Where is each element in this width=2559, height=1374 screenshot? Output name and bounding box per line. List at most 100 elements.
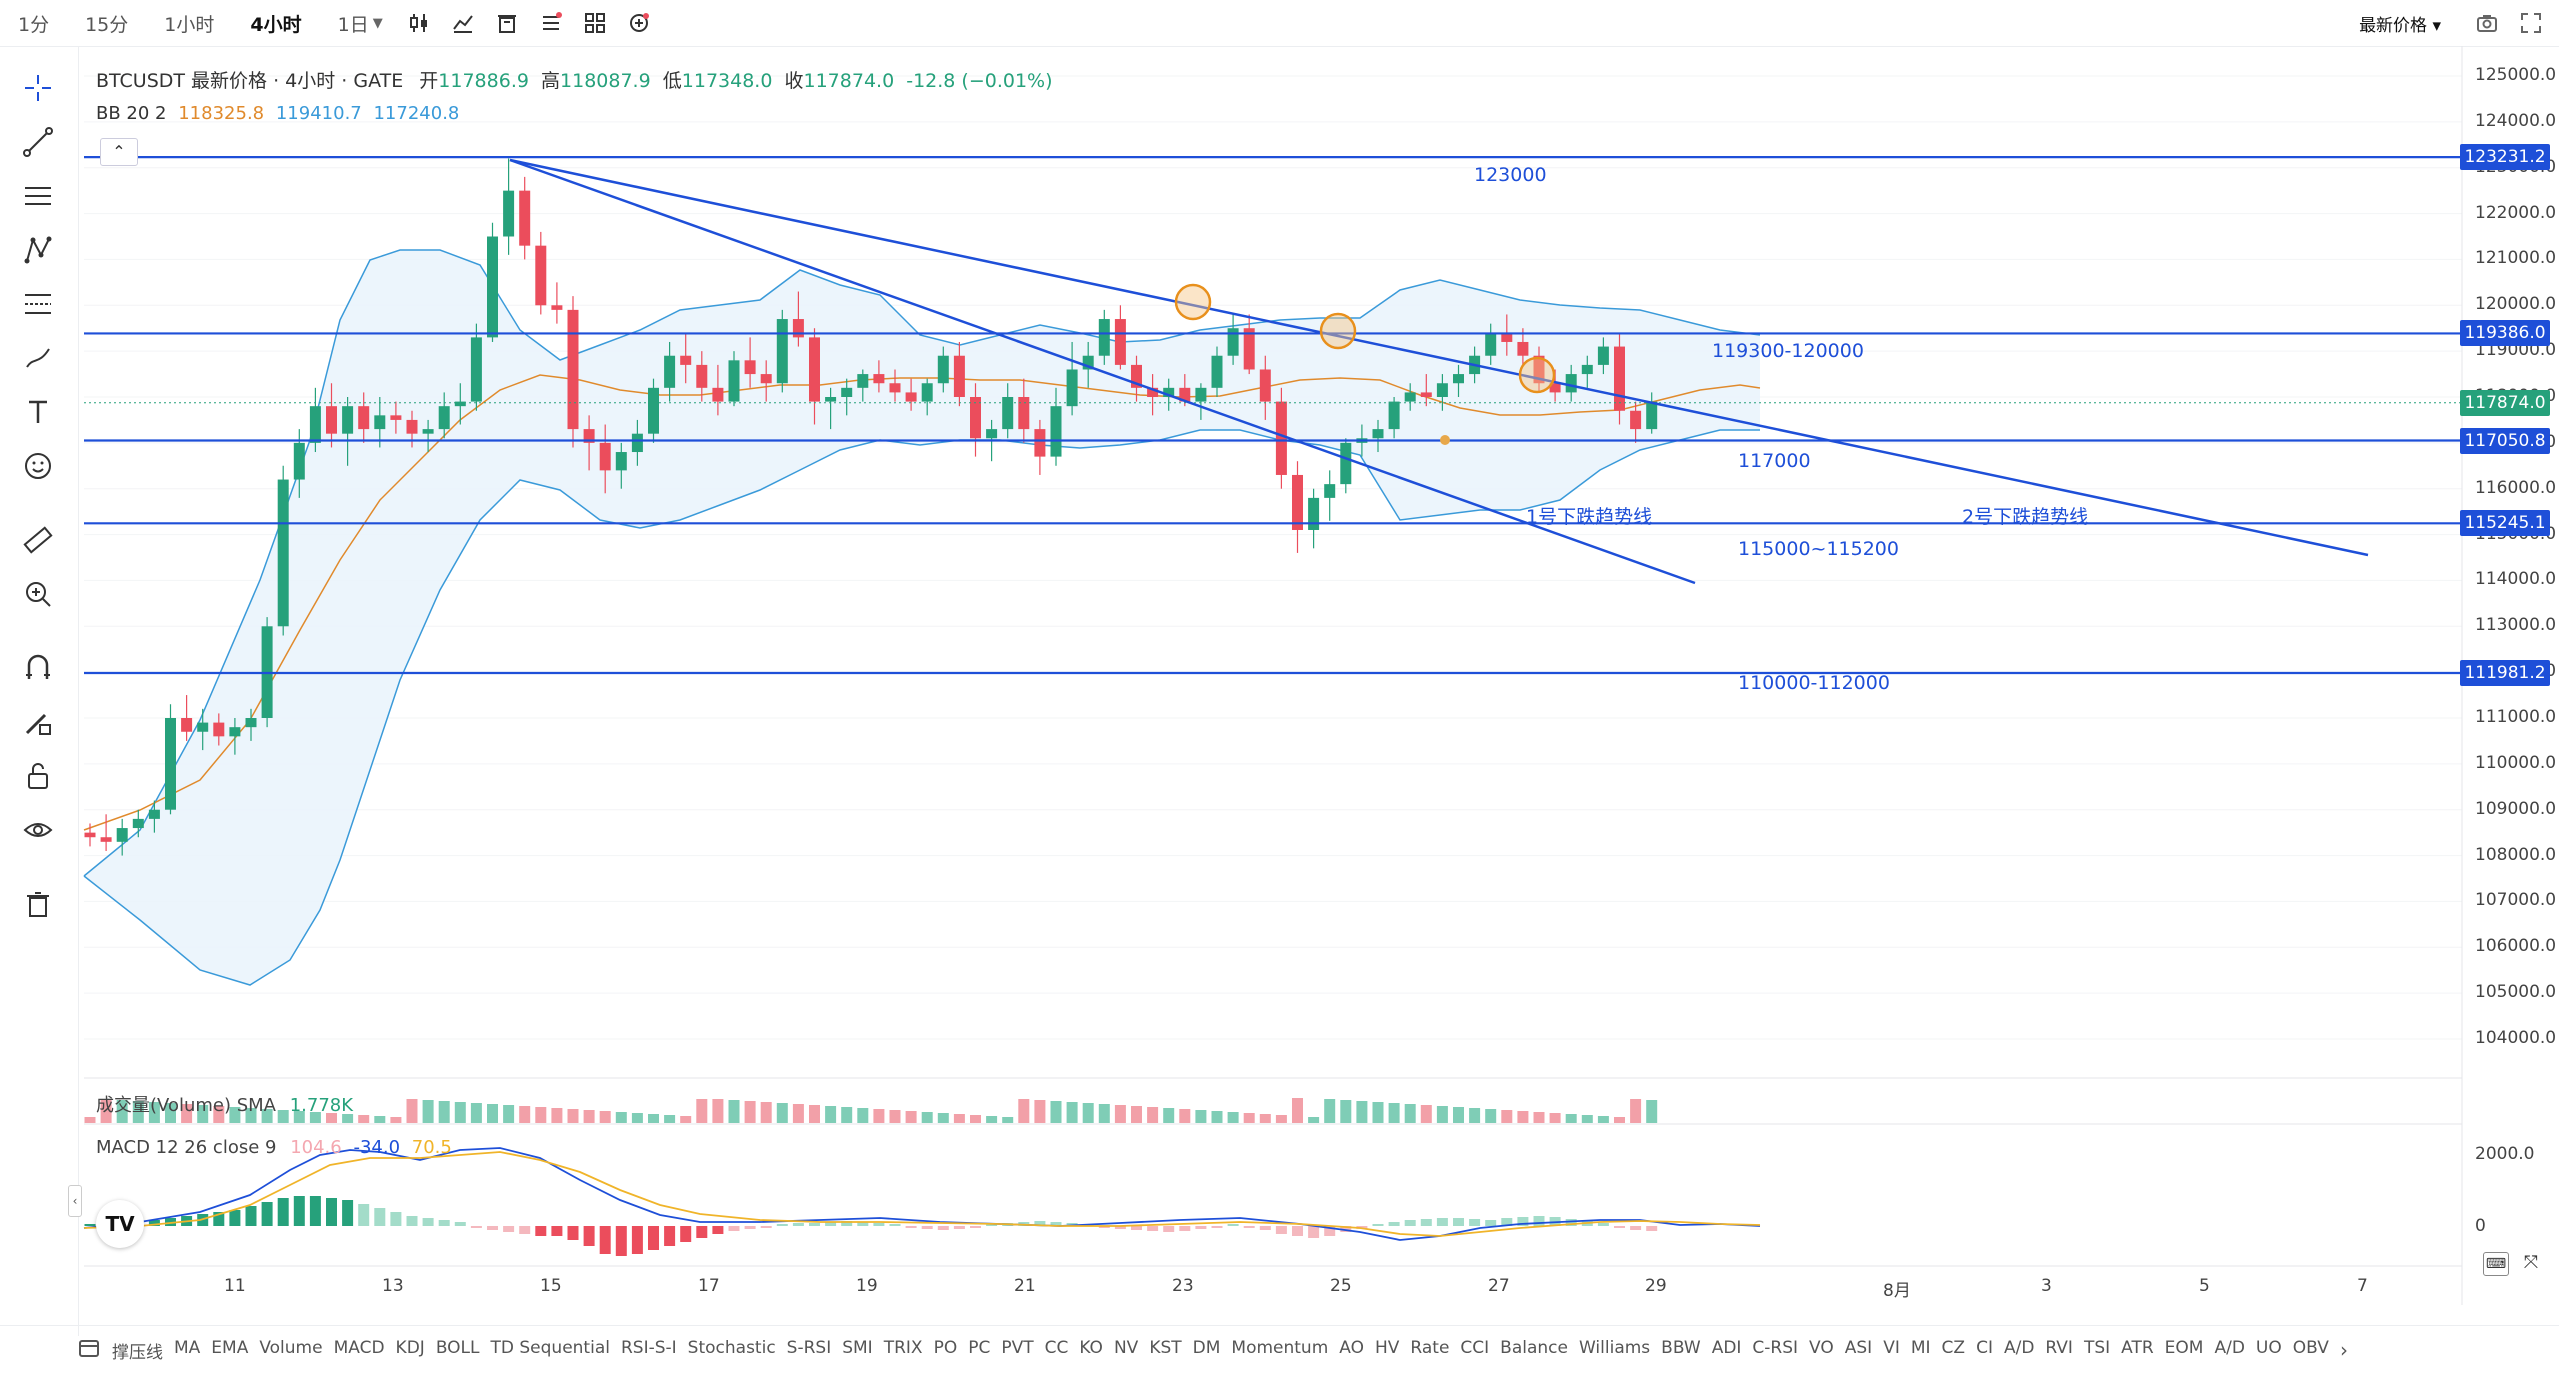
magnet-icon[interactable] — [18, 648, 58, 688]
zoom-in-icon[interactable] — [18, 574, 58, 614]
left-collapse-handle[interactable]: ‹ — [68, 1185, 82, 1217]
volume-bar — [181, 1104, 193, 1123]
volume-bar — [84, 1117, 96, 1123]
indicator-item[interactable]: A/D — [2003, 1337, 2035, 1358]
price-type-select[interactable]: 最新价格 ▾ — [2359, 15, 2441, 36]
indicator-item[interactable]: TD Sequential — [490, 1337, 610, 1358]
indicator-item[interactable]: ATR — [2121, 1337, 2154, 1358]
timeframe-4h[interactable]: 4小时 — [250, 13, 302, 36]
volume-bar — [1420, 1105, 1432, 1123]
keyboard-icon[interactable]: ⌨ — [2483, 1252, 2509, 1276]
camera-icon[interactable] — [2469, 5, 2505, 41]
indicator-item[interactable]: Volume — [259, 1337, 323, 1358]
brush-icon[interactable] — [18, 338, 58, 378]
pattern-icon[interactable] — [18, 230, 58, 270]
crosshair-icon[interactable] — [18, 68, 58, 108]
indicator-item[interactable]: Balance — [1500, 1337, 1568, 1358]
trendline-icon[interactable] — [18, 122, 58, 162]
indicator-item[interactable]: BBW — [1661, 1337, 1701, 1358]
timeframe-1m[interactable]: 1分 — [18, 13, 50, 36]
fib-icon[interactable] — [18, 284, 58, 324]
bb-mid-value: 118325.8 — [178, 103, 265, 124]
add-chart-icon[interactable] — [621, 5, 657, 41]
indicator-item[interactable]: EMA — [211, 1337, 249, 1358]
volume-bar — [1614, 1117, 1625, 1123]
indicator-item[interactable]: BOLL — [435, 1337, 480, 1358]
indicator-item[interactable]: Williams — [1578, 1337, 1651, 1358]
layout-grid-icon[interactable] — [577, 5, 613, 41]
indicator-item[interactable]: MACD — [333, 1337, 385, 1358]
candle-body — [148, 809, 160, 819]
indicator-item[interactable]: CI — [1976, 1337, 1993, 1358]
timeframe-dropdown-icon[interactable]: ▼ — [372, 15, 383, 31]
indicator-item[interactable]: ADI — [1711, 1337, 1742, 1358]
indicator-item[interactable]: A/D — [2214, 1337, 2245, 1358]
indicator-item[interactable]: VI — [1883, 1337, 1900, 1358]
indicator-item[interactable]: NV — [1113, 1337, 1139, 1358]
lock-icon[interactable] — [18, 756, 58, 796]
ruler-icon[interactable] — [18, 520, 58, 560]
indicator-item[interactable]: PO — [933, 1337, 958, 1358]
indicator-item[interactable]: 撑压线 — [112, 1342, 163, 1363]
indicator-item[interactable]: AO — [1339, 1337, 1364, 1358]
timeframe-15m[interactable]: 15分 — [85, 13, 129, 36]
macd-hist-bar — [1211, 1226, 1223, 1228]
trash-icon[interactable] — [489, 5, 525, 41]
indicator-item[interactable]: C-RSI — [1752, 1337, 1799, 1358]
candle-body — [535, 245, 547, 306]
indicator-item[interactable]: RVI — [2045, 1337, 2073, 1358]
indicator-item[interactable]: KDJ — [395, 1337, 425, 1358]
indicator-item[interactable]: Momentum — [1231, 1337, 1329, 1358]
indicator-item[interactable]: DM — [1192, 1337, 1221, 1358]
candle-type-icon[interactable] — [401, 5, 437, 41]
price-line-label: 117050.8 — [2460, 427, 2550, 454]
indicator-item[interactable]: Rate — [1410, 1337, 1450, 1358]
macd-hist-bar — [631, 1226, 643, 1254]
macd-hist-bar — [503, 1226, 515, 1232]
indicator-item[interactable]: HV — [1375, 1337, 1400, 1358]
collapse-legend-button[interactable]: ⌃ — [100, 138, 138, 166]
indicator-item[interactable]: VO — [1809, 1337, 1834, 1358]
settings-list-icon[interactable] — [533, 5, 569, 41]
indicator-item[interactable]: PVT — [1001, 1337, 1034, 1358]
macd-hist-bar — [1340, 1226, 1352, 1232]
indicator-item[interactable]: SMI — [842, 1337, 873, 1358]
indicator-item[interactable]: OBV — [2292, 1337, 2329, 1358]
indicator-item[interactable]: MI — [1910, 1337, 1931, 1358]
indicator-item[interactable]: EOM — [2164, 1337, 2204, 1358]
indicator-item[interactable]: PC — [968, 1337, 991, 1358]
macd-hist-bar — [648, 1226, 659, 1250]
macd-hist-bar — [374, 1208, 386, 1226]
candle-body — [390, 415, 402, 420]
timeframe-1d[interactable]: 1日 — [337, 13, 369, 36]
indicator-item[interactable]: CZ — [1941, 1337, 1966, 1358]
indicator-scroll-right-icon[interactable]: › — [2340, 1338, 2348, 1362]
indicator-item[interactable]: TSI — [2083, 1337, 2111, 1358]
horizontal-lines-icon[interactable] — [18, 176, 58, 216]
indicator-item[interactable]: ASI — [1844, 1337, 1873, 1358]
indicator-item[interactable]: CC — [1044, 1337, 1069, 1358]
indicator-item[interactable]: TRIX — [883, 1337, 923, 1358]
indicator-item[interactable]: MA — [174, 1337, 201, 1358]
indicator-item[interactable]: Stochastic — [687, 1337, 776, 1358]
indicator-item[interactable]: RSI-S-I — [620, 1337, 677, 1358]
fullscreen-icon[interactable] — [2513, 5, 2549, 41]
indicator-item[interactable]: S-RSI — [786, 1337, 832, 1358]
candle-body — [1565, 374, 1577, 393]
candle-body — [229, 727, 241, 737]
indicator-panel-icon[interactable] — [78, 1337, 100, 1364]
indicator-item[interactable]: KST — [1149, 1337, 1182, 1358]
indicator-icon[interactable] — [445, 5, 481, 41]
pencil-lock-icon[interactable] — [18, 702, 58, 742]
delete-drawings-icon[interactable] — [18, 884, 58, 924]
indicator-item[interactable]: KO — [1079, 1337, 1103, 1358]
text-icon[interactable] — [18, 392, 58, 432]
tradingview-logo: TV — [96, 1200, 144, 1248]
axis-settings-icon[interactable]: ⤧ — [2523, 1252, 2539, 1273]
timeframe-1h[interactable]: 1小时 — [164, 13, 215, 36]
indicator-item[interactable]: UO — [2255, 1337, 2282, 1358]
indicator-item[interactable]: CCI — [1460, 1337, 1490, 1358]
eye-icon[interactable] — [18, 810, 58, 850]
emoji-icon[interactable] — [18, 446, 58, 486]
